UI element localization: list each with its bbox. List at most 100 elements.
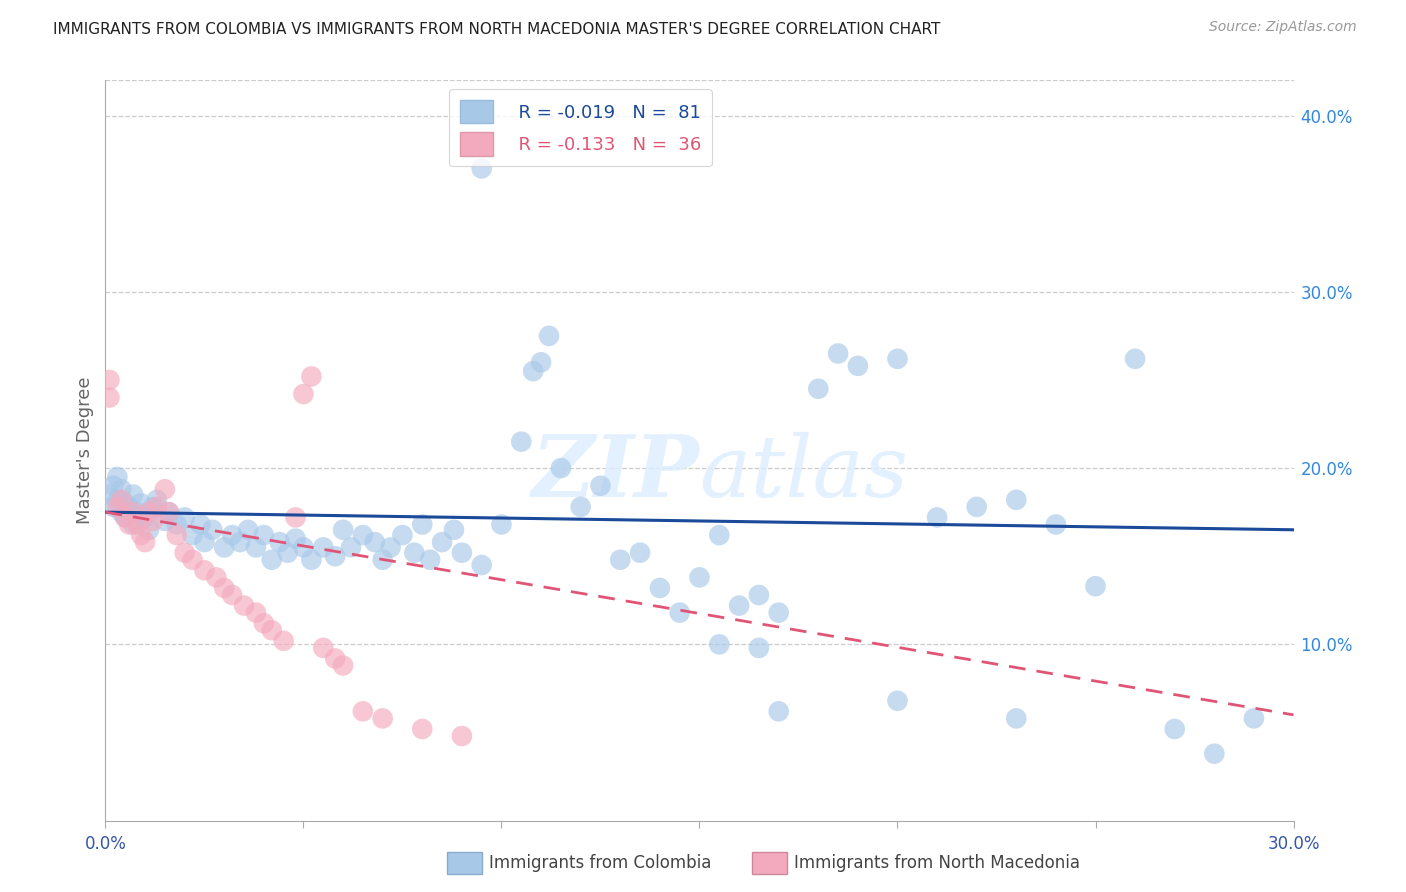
Point: [312, 541, 335, 555]
Point: [522, 364, 544, 378]
Point: [471, 558, 494, 572]
Point: [253, 616, 276, 631]
Point: [118, 500, 141, 514]
Point: [105, 492, 128, 507]
Point: [236, 523, 259, 537]
Point: [277, 546, 299, 560]
Point: [846, 359, 869, 373]
Point: [229, 535, 252, 549]
Point: [181, 553, 204, 567]
Point: [768, 704, 790, 718]
Point: [569, 500, 592, 514]
Point: [1005, 492, 1028, 507]
Text: atlas: atlas: [700, 432, 908, 514]
Point: [886, 351, 908, 366]
Point: [748, 588, 770, 602]
Point: [411, 517, 433, 532]
Point: [221, 528, 243, 542]
Point: [245, 606, 267, 620]
Point: [173, 510, 195, 524]
Point: [728, 599, 751, 613]
Point: [340, 541, 363, 555]
Point: [253, 528, 276, 542]
Point: [98, 373, 121, 387]
Point: [312, 640, 335, 655]
Point: [491, 517, 513, 532]
Point: [925, 510, 948, 524]
Point: [146, 500, 169, 514]
Point: [110, 505, 132, 519]
Point: [380, 541, 402, 555]
Point: [122, 505, 145, 519]
Point: [138, 505, 160, 519]
Point: [173, 546, 195, 560]
Text: Immigrants from North Macedonia: Immigrants from North Macedonia: [794, 855, 1080, 872]
Y-axis label: Master's Degree: Master's Degree: [76, 376, 94, 524]
Legend:   R = -0.019   N =  81,   R = -0.133   N =  36: R = -0.019 N = 81, R = -0.133 N = 36: [450, 89, 711, 167]
Point: [214, 581, 236, 595]
Point: [105, 500, 128, 514]
Point: [628, 546, 651, 560]
Point: [530, 355, 553, 369]
Point: [352, 704, 374, 718]
Point: [129, 528, 152, 542]
Point: [371, 553, 394, 567]
Point: [709, 637, 731, 651]
Point: [299, 553, 322, 567]
Point: [668, 606, 690, 620]
Point: [1164, 722, 1187, 736]
Point: [352, 528, 374, 542]
Point: [450, 729, 472, 743]
Point: [118, 517, 141, 532]
Point: [233, 599, 256, 613]
Point: [157, 505, 180, 519]
Point: [589, 479, 612, 493]
Text: Immigrants from Colombia: Immigrants from Colombia: [489, 855, 711, 872]
Point: [1084, 579, 1107, 593]
Point: [193, 563, 215, 577]
Point: [214, 541, 236, 555]
Point: [323, 549, 346, 564]
Point: [110, 482, 132, 496]
Point: [292, 541, 315, 555]
Point: [105, 470, 128, 484]
Point: [430, 535, 453, 549]
Point: [332, 658, 354, 673]
Point: [1204, 747, 1226, 761]
Point: [98, 487, 121, 501]
Point: [221, 588, 243, 602]
Point: [748, 640, 770, 655]
Point: [127, 505, 149, 519]
Point: [419, 553, 441, 567]
Point: [450, 546, 472, 560]
Point: [1123, 351, 1146, 366]
Point: [142, 514, 165, 528]
Point: [1243, 711, 1265, 725]
Point: [138, 523, 160, 537]
Point: [609, 553, 631, 567]
Point: [260, 553, 283, 567]
Point: [114, 496, 136, 510]
Point: [1005, 711, 1028, 725]
Point: [391, 528, 413, 542]
Point: [122, 517, 145, 532]
Point: [443, 523, 465, 537]
Point: [537, 329, 560, 343]
Point: [886, 694, 908, 708]
Point: [134, 535, 156, 549]
Point: [181, 528, 204, 542]
Point: [550, 461, 572, 475]
Point: [134, 510, 156, 524]
Point: [129, 496, 152, 510]
Point: [166, 517, 188, 532]
Point: [966, 500, 988, 514]
Point: [364, 535, 387, 549]
Point: [146, 492, 169, 507]
Point: [153, 482, 176, 496]
Point: [153, 514, 176, 528]
Point: [510, 434, 533, 449]
Point: [205, 570, 228, 584]
Point: [292, 387, 315, 401]
Point: [201, 523, 224, 537]
Point: [166, 528, 188, 542]
